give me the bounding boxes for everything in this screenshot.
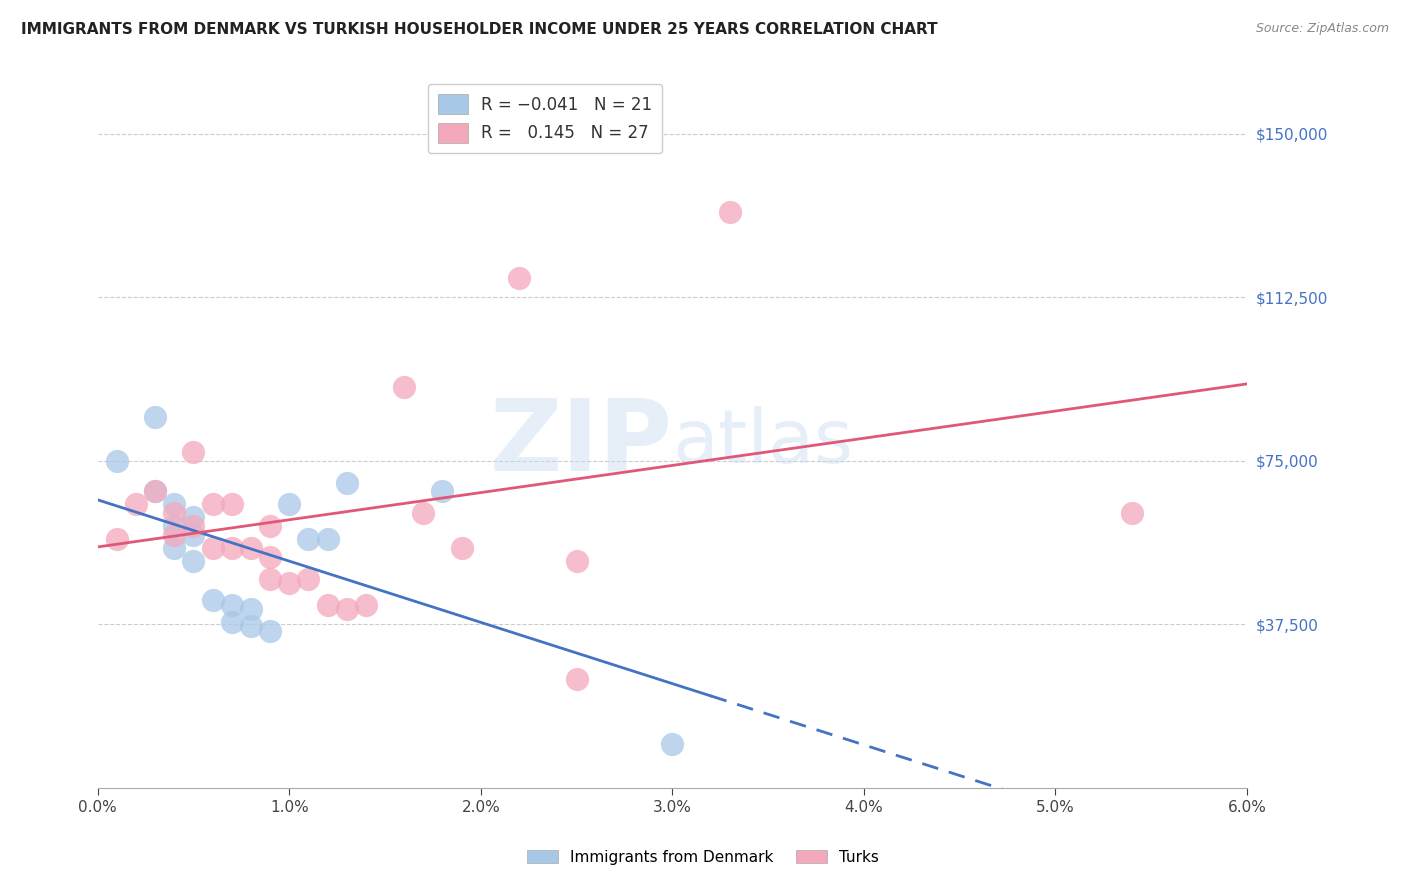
Point [143,484,166,499]
Point [163,541,186,555]
Point [221,497,243,511]
Point [183,445,205,459]
Point [259,572,281,586]
Point [221,541,243,555]
Point [259,549,281,564]
Point [163,497,186,511]
Point [183,528,205,542]
Point [259,519,281,533]
Point [183,510,205,524]
Point [183,554,205,568]
Point [105,454,128,468]
Point [565,672,588,686]
Text: Source: ZipAtlas.com: Source: ZipAtlas.com [1256,22,1389,36]
Point [392,380,415,394]
Legend: R = −0.041   N = 21, R =   0.145   N = 27: R = −0.041 N = 21, R = 0.145 N = 27 [427,84,662,153]
Point [239,619,262,633]
Point [125,497,148,511]
Point [259,624,281,638]
Point [221,615,243,629]
Point [201,593,224,607]
Legend: Immigrants from Denmark, Turks: Immigrants from Denmark, Turks [522,844,884,871]
Point [565,554,588,568]
Point [221,598,243,612]
Point [183,519,205,533]
Point [297,572,319,586]
Point [1121,506,1143,520]
Point [143,410,166,425]
Point [163,519,186,533]
Point [508,270,530,285]
Point [278,497,301,511]
Text: ZIP: ZIP [489,394,672,491]
Point [297,533,319,547]
Point [432,484,454,499]
Text: atlas: atlas [672,406,853,479]
Point [412,506,434,520]
Point [163,506,186,520]
Point [239,541,262,555]
Point [336,475,359,490]
Point [661,737,683,751]
Point [143,484,166,499]
Point [336,602,359,616]
Point [354,598,377,612]
Point [201,541,224,555]
Point [239,602,262,616]
Text: IMMIGRANTS FROM DENMARK VS TURKISH HOUSEHOLDER INCOME UNDER 25 YEARS CORRELATION: IMMIGRANTS FROM DENMARK VS TURKISH HOUSE… [21,22,938,37]
Point [105,533,128,547]
Point [201,497,224,511]
Point [450,541,472,555]
Point [718,205,741,219]
Point [163,528,186,542]
Point [316,533,339,547]
Point [316,598,339,612]
Point [278,575,301,590]
